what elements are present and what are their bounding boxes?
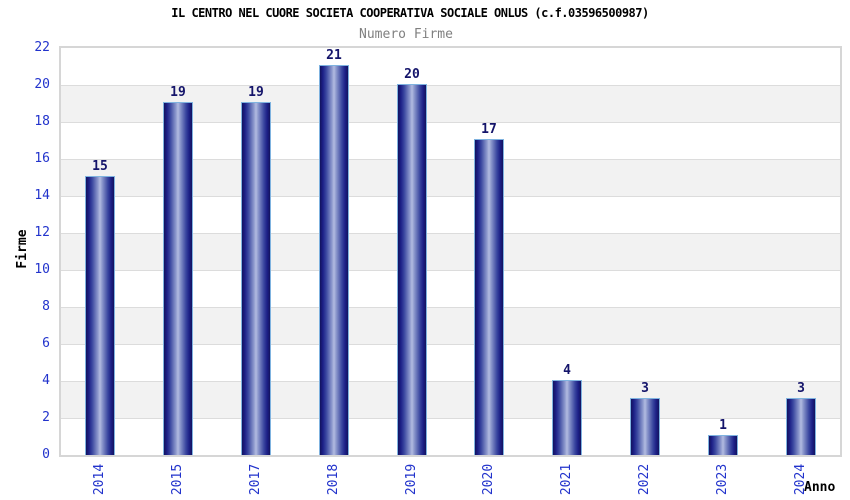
y-tick-label-20: 20 (34, 77, 50, 92)
bar-2023 (708, 435, 738, 455)
bar-2020 (474, 139, 504, 455)
y-tick-label-2: 2 (42, 410, 50, 425)
y-tick-label-6: 6 (42, 336, 50, 351)
x-tick-label-2022: 2022 (637, 463, 653, 495)
y-tick-label-12: 12 (34, 225, 50, 240)
x-tick-label-2019: 2019 (404, 463, 420, 495)
y-tick-label-14: 14 (34, 188, 50, 203)
bar-value-label-2014: 15 (92, 159, 108, 174)
bar-value-label-2021: 4 (563, 363, 571, 378)
bar-2015 (163, 102, 193, 455)
gridline (61, 196, 840, 197)
x-tick-label-2015: 2015 (170, 463, 186, 495)
chart-title: IL CENTRO NEL CUORE SOCIETA COOPERATIVA … (171, 6, 649, 20)
x-tick-label-2024: 2024 (793, 463, 809, 495)
bar-value-label-2015: 19 (170, 85, 186, 100)
bar-value-label-2018: 21 (326, 48, 342, 63)
bar-2024 (786, 398, 816, 455)
bar-2014 (85, 176, 115, 455)
chart-subtitle: Numero Firme (359, 27, 453, 42)
gridline (61, 159, 840, 160)
plot-border (59, 46, 842, 457)
gridline (61, 418, 840, 419)
bar-2022 (630, 398, 660, 455)
gridline (61, 122, 840, 123)
x-tick-label-2014: 2014 (92, 463, 108, 495)
gridline (61, 344, 840, 345)
y-tick-label-8: 8 (42, 299, 50, 314)
y-tick-label-16: 16 (34, 151, 50, 166)
gridline (61, 85, 840, 86)
bar-value-label-2023: 1 (719, 418, 727, 433)
gridline (61, 381, 840, 382)
bar-value-label-2017: 19 (248, 85, 264, 100)
x-tick-label-2017: 2017 (248, 463, 264, 495)
bar-2021 (552, 380, 582, 455)
gridline (61, 233, 840, 234)
bar-value-label-2019: 20 (404, 67, 420, 82)
gridline (61, 307, 840, 308)
bar-2019 (397, 84, 427, 455)
x-tick-label-2021: 2021 (559, 463, 575, 495)
x-tick-label-2020: 2020 (481, 463, 497, 495)
bar-value-label-2022: 3 (641, 381, 649, 396)
y-tick-label-18: 18 (34, 114, 50, 129)
gridline (61, 270, 840, 271)
bar-2017 (241, 102, 271, 455)
x-axis-title: Anno (804, 480, 836, 495)
y-tick-label-4: 4 (42, 373, 50, 388)
bar-value-label-2024: 3 (797, 381, 805, 396)
y-tick-label-10: 10 (34, 262, 50, 277)
bar-2018 (319, 65, 349, 455)
y-tick-label-0: 0 (42, 447, 50, 462)
y-tick-label-22: 22 (34, 40, 50, 55)
x-tick-label-2018: 2018 (326, 463, 342, 495)
bar-value-label-2020: 17 (481, 122, 497, 137)
plot-area: 15 19 19 21 20 17 4 3 1 3 (61, 48, 840, 455)
x-tick-label-2023: 2023 (715, 463, 731, 495)
